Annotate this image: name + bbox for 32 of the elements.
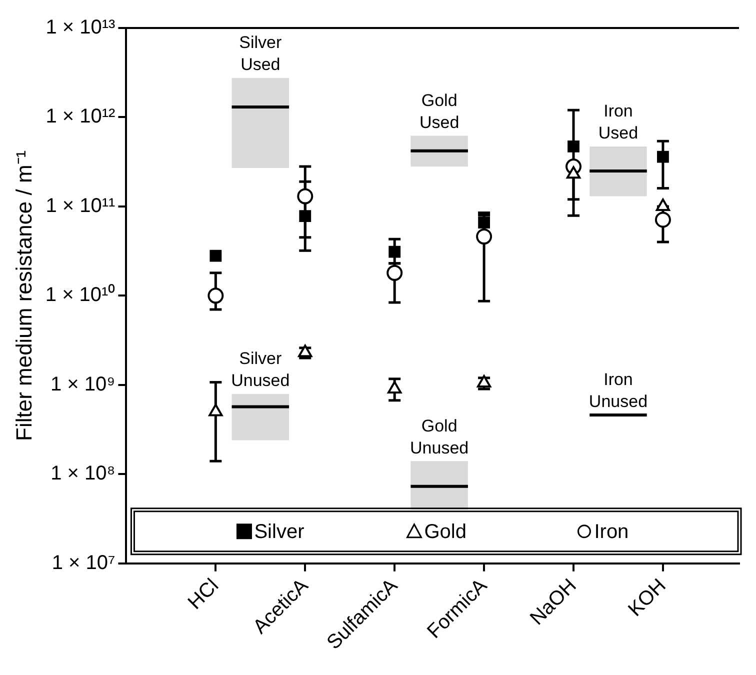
ref-line-label: Silver Unused xyxy=(231,349,290,390)
point xyxy=(568,140,580,152)
x-tick-label: HCl xyxy=(184,574,224,614)
ref-line-label: Gold Unused xyxy=(410,416,469,458)
point xyxy=(208,404,223,416)
ref-line-label: Silver Used xyxy=(239,33,282,74)
legend-label: Gold xyxy=(424,520,466,543)
ref-line-label: Iron Used xyxy=(598,102,638,143)
point xyxy=(657,150,669,163)
point xyxy=(386,264,403,281)
point xyxy=(478,216,490,229)
y-axis-title: Filter medium resistance / m⁻¹ xyxy=(11,150,36,441)
legend-label: Silver xyxy=(254,520,305,543)
point xyxy=(208,288,224,304)
point xyxy=(388,246,401,258)
y-tick-label: 1 × 10⁹ xyxy=(50,373,116,396)
y-tick-label: 1 × 10¹² xyxy=(46,106,116,128)
point xyxy=(476,228,492,245)
ref-line-label: Iron Unused xyxy=(588,370,648,412)
y-tick-label: 1 × 10¹³ xyxy=(46,16,116,39)
y-tick-label: 1 × 10⁷ xyxy=(52,552,116,574)
point xyxy=(299,210,312,222)
ref-line-label: Gold Used xyxy=(419,90,460,132)
y-tick-label: 1 × 10⁸ xyxy=(50,462,116,485)
point xyxy=(297,188,314,204)
y-tick-label: 1 × 10¹¹ xyxy=(46,194,116,217)
y-tick-label: 1 × 10¹⁰ xyxy=(45,283,116,306)
point xyxy=(654,212,671,228)
point xyxy=(210,250,222,262)
point xyxy=(388,380,402,394)
point xyxy=(476,375,492,388)
legend-label: Iron xyxy=(594,520,629,543)
